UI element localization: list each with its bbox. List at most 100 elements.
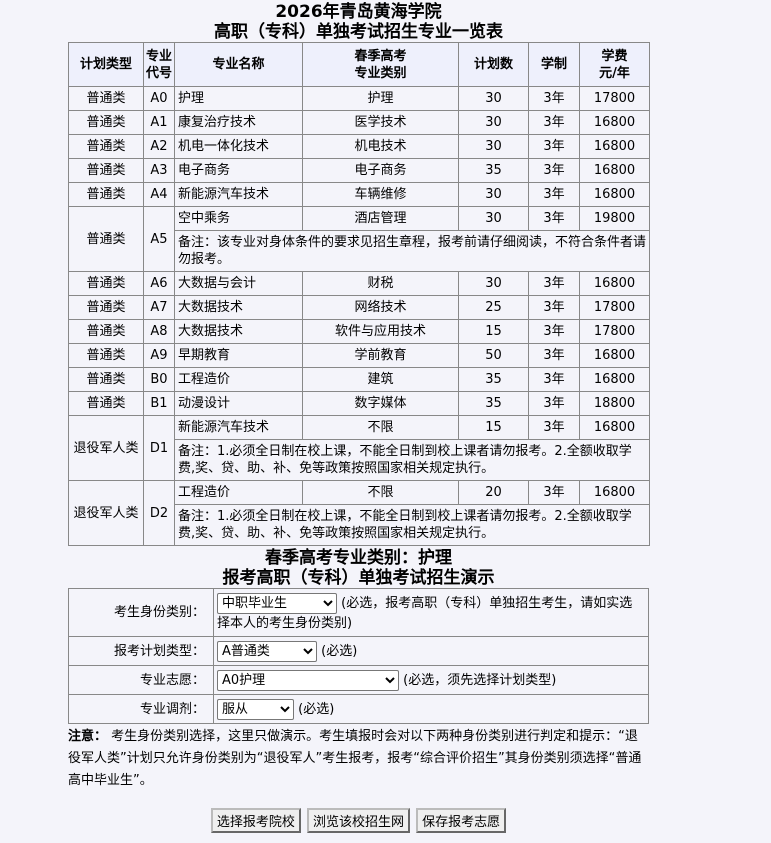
application-form: 考生身份类别： 中职毕业生 (必选，报考高职（专科）单独招生考生，请如实选择本人… [68,588,649,724]
cell-code: D2 [143,480,175,546]
cell-type: 普通类 [68,158,144,183]
cell-cat: 财税 [302,271,459,296]
cell-years: 3年 [528,319,580,344]
notice-text: 考生身份类别选择，这里只做演示。考生填报时会对以下两种身份类别进行判定和提示：“… [68,729,642,788]
cell-years: 3年 [528,134,580,159]
cell-code: A9 [143,343,175,368]
cell-cat: 车辆维修 [302,182,459,207]
plan-select[interactable]: A普通类 [217,640,317,662]
cell-num: 35 [458,391,529,416]
column-header-text: 学制 [540,57,567,72]
cell-num: 30 [458,110,529,135]
cell-type: 普通类 [68,271,144,296]
cell-years: 3年 [528,110,580,135]
column-header-text: 学费元/年 [599,48,630,81]
table-row: 退役军人类 D1 新能源汽车技术 不限 15 3年 16800 [68,415,650,481]
cell-fee: 18800 [579,391,650,416]
cell-type: 普通类 [68,86,144,111]
header-row: 计划类型 专业代号 专业名称 春季高考专业类别 计划数 学制 学费元/年 [68,42,650,87]
column-header-text: 计划类型 [79,57,132,72]
demo-title: 报考高职（专科）单独考试招生演示 [222,568,495,588]
cell-fee: 16800 [579,271,650,296]
cell-cat: 软件与应用技术 [302,319,459,344]
cell-fee: 16800 [579,158,650,183]
save-application-button[interactable]: 保存报考志愿 [416,808,507,833]
major-row: 专业志愿： A0护理 (必选，须先选择计划类型) [68,665,649,695]
cell-num: 30 [458,134,529,159]
selected-category: 春季高考专业类别：护理 [265,548,452,568]
cell-note: 备注：1.必须全日制在校上课，不能全日制到校上课者请勿报考。2.全额收取学费,奖… [174,504,650,546]
table-row: 普通类 A3 电子商务 电子商务 35 3年 16800 [68,158,650,183]
majors-table: 计划类型 专业代号 专业名称 春季高考专业类别 计划数 学制 学费元/年 普通类 A0 护理 护理… [68,42,650,546]
page: 2026年青岛黄海学院 高职（专科）单独考试招生专业一览表 计划类型 专业代号 专业… [68,2,650,833]
identity-select[interactable]: 中职毕业生 [217,592,337,614]
cell-fee: 16800 [579,110,650,135]
adjust-select[interactable]: 服从 [217,698,294,720]
cell-fee: 19800 [579,206,650,231]
table-row: 普通类 A7 大数据技术 网络技术 25 3年 17800 [68,295,650,320]
cell-num: 30 [458,271,529,296]
cell-code: A7 [143,295,175,320]
cell-num: 15 [458,415,529,440]
cell-cat: 学前教育 [302,343,459,368]
cell-num: 20 [458,480,529,505]
cell-years: 3年 [528,415,580,440]
column-header: 学制 [528,42,580,87]
table-title: 高职（专科）单独考试招生专业一览表 [214,22,503,42]
column-header-text: 计划数 [473,57,513,72]
cell-type: 普通类 [68,110,144,135]
button-bar: 选择报考院校 浏览该校招生网 保存报考志愿 [68,808,649,833]
cell-code: B1 [143,391,175,416]
cell-type: 退役军人类 [68,415,144,481]
cell-type: 普通类 [68,319,144,344]
plan-row: 报考计划类型： A普通类 (必选) [68,636,649,666]
cell-cat: 酒店管理 [302,206,459,231]
major-hint: (必选，须先选择计划类型) [403,672,557,688]
cell-fee: 16800 [579,134,650,159]
adjust-row: 专业调剂： 服从 (必选) [68,694,649,724]
cell-years: 3年 [528,182,580,207]
plan-hint: (必选) [321,643,358,659]
cell-cat: 不限 [302,415,459,440]
column-header: 计划类型 [68,42,144,87]
table-row: 普通类 A0 护理 护理 30 3年 17800 [68,86,650,111]
identity-row: 考生身份类别： 中职毕业生 (必选，报考高职（专科）单独招生考生，请如实选择本人… [68,588,649,637]
cell-num: 50 [458,343,529,368]
cell-fee: 17800 [579,295,650,320]
cell-code: D1 [143,415,175,481]
cell-fee: 16800 [579,367,650,392]
column-header: 春季高考专业类别 [302,42,459,87]
select-school-button[interactable]: 选择报考院校 [210,808,301,833]
cell-code: A2 [143,134,175,159]
cell-num: 30 [458,86,529,111]
notice: 注意： 考生身份类别选择，这里只做演示。考生填报时会对以下两种身份类别进行判定和… [68,726,649,792]
cell-code: A1 [143,110,175,135]
note-row: 备注：1.必须全日制在校上课，不能全日制到校上课者请勿报考。2.全额收取学费,奖… [69,504,650,546]
cell-code: A6 [143,271,175,296]
table-row: 普通类 A2 机电一体化技术 机电技术 30 3年 16800 [68,134,650,159]
cell-type: 普通类 [68,295,144,320]
identity-label: 考生身份类别： [68,588,214,637]
cell-cat: 医学技术 [302,110,459,135]
cell-type: 普通类 [68,206,144,272]
cell-type: 普通类 [68,343,144,368]
cell-years: 3年 [528,271,580,296]
page-title: 2026年青岛黄海学院 [275,2,442,22]
cell-num: 30 [458,206,529,231]
cell-fee: 17800 [579,86,650,111]
notice-label: 注意： [68,729,108,744]
column-header: 专业名称 [174,42,303,87]
cell-years: 3年 [528,480,580,505]
cell-name: 康复治疗技术 [174,110,303,135]
cell-cat: 网络技术 [302,295,459,320]
major-select[interactable]: A0护理 [217,669,399,691]
cell-type: 普通类 [68,182,144,207]
cell-name: 空中乘务 [174,206,303,231]
cell-num: 30 [458,182,529,207]
browse-site-button[interactable]: 浏览该校招生网 [306,808,410,833]
cell-cat: 护理 [302,86,459,111]
table-row: 普通类 B0 工程造价 建筑 35 3年 16800 [68,367,650,392]
cell-name: 新能源汽车技术 [174,182,303,207]
cell-type: 普通类 [68,367,144,392]
cell-code: A4 [143,182,175,207]
